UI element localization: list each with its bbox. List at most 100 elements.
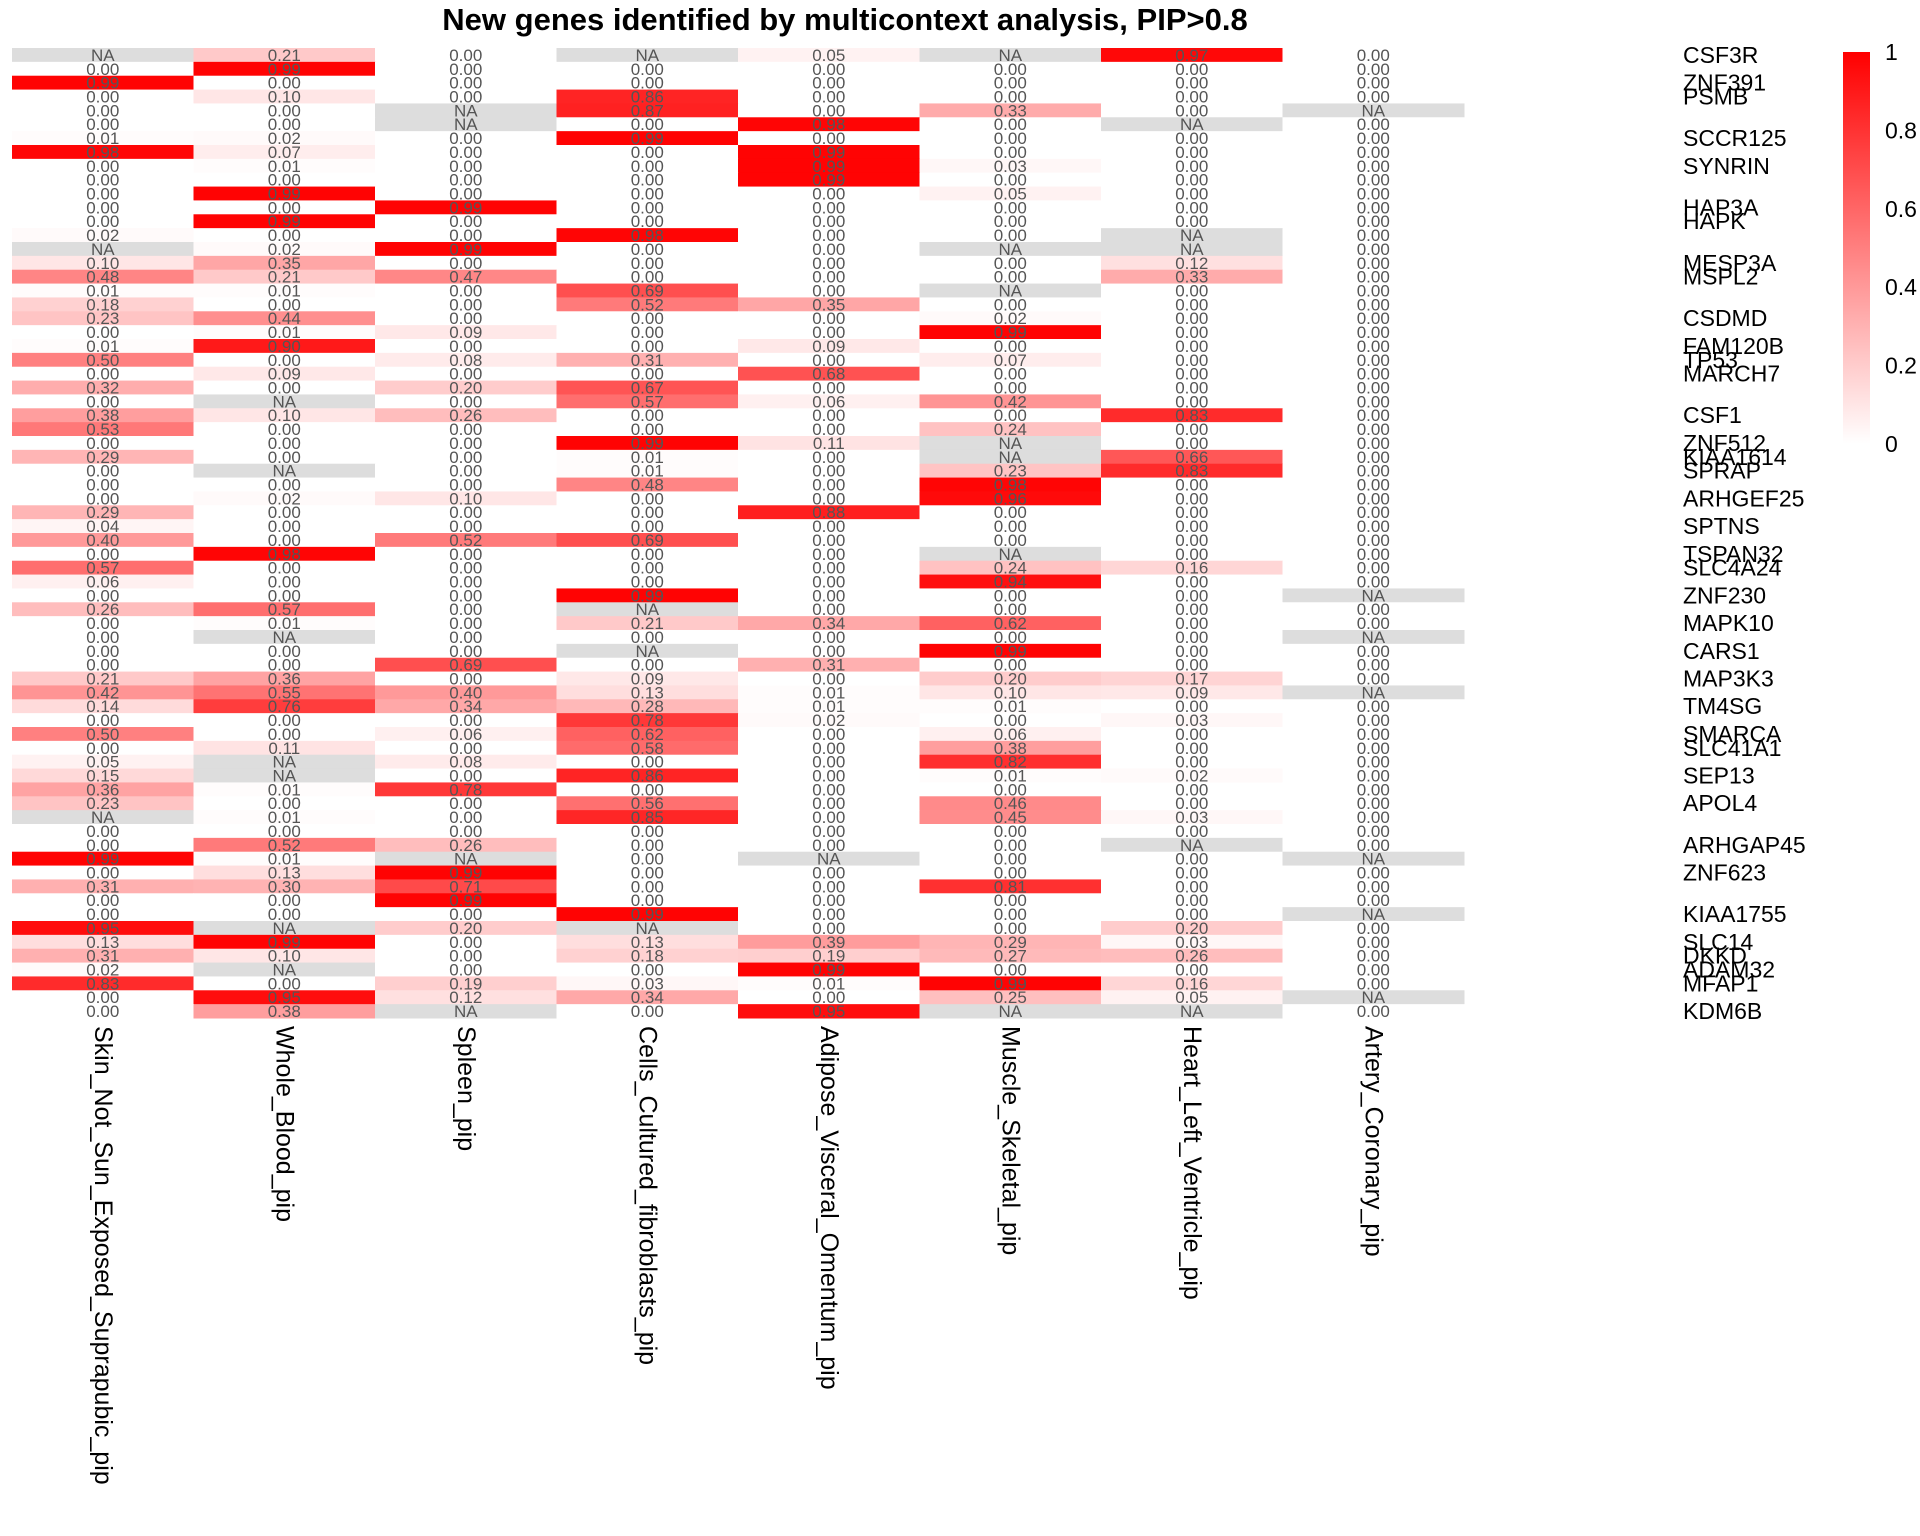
heatmap-cell — [556, 408, 739, 423]
cell-value-label: 0.00 — [449, 60, 482, 79]
heatmap-cell — [556, 214, 739, 229]
heatmap-cell — [738, 699, 920, 714]
cell-value-label: NA — [1180, 226, 1204, 245]
cell-value-label: 0.00 — [268, 822, 301, 841]
cell-value-label: 0.00 — [812, 323, 845, 342]
heatmap-cell — [1101, 754, 1283, 770]
cell-value-label: 0.06 — [86, 573, 119, 592]
heatmap-cell — [375, 186, 557, 201]
heatmap-cell — [919, 366, 1102, 382]
heatmap-cell — [919, 61, 1102, 77]
cell-value-label: 0.99 — [994, 642, 1027, 661]
cell-value-label: 0.00 — [449, 212, 482, 231]
gene-label: ARHGEF25 — [1683, 485, 1804, 511]
heatmap-cell — [1101, 657, 1283, 673]
cell-value-label: 0.00 — [631, 198, 664, 217]
heatmap-cell — [556, 242, 739, 257]
cell-value-label: NA — [998, 46, 1022, 65]
heatmap-cell — [193, 103, 376, 118]
heatmap-cell — [556, 976, 739, 991]
heatmap-cell — [375, 145, 557, 160]
heatmap-cell — [738, 990, 920, 1005]
cell-value-label: 0.33 — [1175, 268, 1208, 287]
cell-value-label: 0.00 — [268, 794, 301, 813]
heatmap-cell — [12, 699, 194, 714]
heatmap-cell — [738, 616, 920, 631]
cell-value-label: 0.00 — [1175, 753, 1208, 772]
cell-value-label: 0.99 — [631, 129, 664, 148]
heatmap-cell — [375, 228, 557, 243]
heatmap-cell — [556, 588, 739, 603]
heatmap-cell — [738, 824, 920, 839]
cell-value-label: 0.00 — [1357, 462, 1390, 481]
column-label: Whole_Blood_pip — [270, 1026, 298, 1222]
cell-value-label: 0.99 — [812, 143, 845, 162]
heatmap-cell — [919, 519, 1102, 534]
heatmap-cell — [1101, 449, 1283, 465]
heatmap-cell — [919, 754, 1102, 770]
legend-tick-label: 0.2 — [1885, 353, 1917, 379]
cell-value-label: 0.00 — [268, 711, 301, 730]
cell-value-label: 0.01 — [631, 448, 664, 467]
heatmap-cell — [1282, 228, 1465, 243]
heatmap-cell — [375, 394, 557, 409]
heatmap-cell — [12, 671, 194, 686]
cell-value-label: 0.00 — [812, 905, 845, 924]
cell-value-label: 0.29 — [86, 448, 119, 467]
cell-value-label: 0.69 — [631, 531, 664, 550]
heatmap-cell — [556, 75, 739, 91]
heatmap-cell — [738, 366, 920, 382]
heatmap-cell — [375, 103, 557, 118]
heatmap-cell — [193, 283, 376, 298]
cell-value-label: 0.00 — [1175, 961, 1208, 980]
cell-value-label: 0.00 — [994, 254, 1027, 273]
heatmap-cell — [375, 408, 557, 423]
cell-value-label: 0.00 — [449, 808, 482, 827]
heatmap-cell — [919, 103, 1102, 118]
heatmap-cell — [1101, 948, 1283, 964]
heatmap-cell — [738, 754, 920, 770]
heatmap-cell — [1282, 158, 1465, 174]
cell-value-label: 0.00 — [268, 171, 301, 190]
cell-value-label: 0.09 — [631, 670, 664, 689]
gene-label: HAP3A — [1683, 194, 1759, 220]
heatmap-cell — [919, 339, 1102, 354]
heatmap-cell — [919, 824, 1102, 839]
heatmap-cell — [738, 810, 920, 825]
heatmap-cell — [919, 436, 1102, 451]
heatmap-cell — [556, 145, 739, 160]
heatmap-cell — [738, 740, 920, 756]
cell-value-label: 0.00 — [1357, 919, 1390, 938]
heatmap-cell — [12, 422, 194, 437]
gene-label: CARS1 — [1683, 638, 1760, 664]
cell-value-label: 0.00 — [1357, 767, 1390, 786]
cell-value-label: 0.99 — [268, 212, 301, 231]
cell-value-label: 0.58 — [631, 739, 664, 758]
cell-value-label: 0.03 — [994, 157, 1027, 176]
cell-value-label: 0.31 — [86, 877, 119, 896]
cell-value-label: 0.00 — [449, 282, 482, 301]
cell-value-label: 0.00 — [86, 1002, 119, 1021]
cell-value-label: 0.99 — [994, 323, 1027, 342]
heatmap-cell — [193, 408, 376, 423]
heatmap-cell — [193, 131, 376, 146]
cell-value-label: NA — [998, 434, 1022, 453]
heatmap-cell — [556, 352, 739, 368]
heatmap-cell — [1282, 1004, 1465, 1019]
cell-value-label: 0.00 — [1357, 808, 1390, 827]
heatmap-cell — [556, 754, 739, 770]
heatmap-cell — [1282, 685, 1465, 700]
heatmap-cell — [375, 643, 557, 659]
cell-value-label: 0.00 — [1175, 337, 1208, 356]
heatmap-cell — [738, 1004, 920, 1019]
heatmap-cell — [919, 131, 1102, 146]
legend-tick-label: 0.8 — [1885, 117, 1917, 143]
heatmap-cell — [556, 436, 739, 451]
cell-value-label: 0.83 — [86, 974, 119, 993]
heatmap-cell — [919, 990, 1102, 1005]
cell-value-label: 0.00 — [1175, 60, 1208, 79]
cell-value-label: 0.00 — [994, 198, 1027, 217]
cell-value-label: 0.00 — [1357, 503, 1390, 522]
cell-value-label: 0.95 — [268, 988, 301, 1007]
cell-value-label: 0.88 — [812, 503, 845, 522]
